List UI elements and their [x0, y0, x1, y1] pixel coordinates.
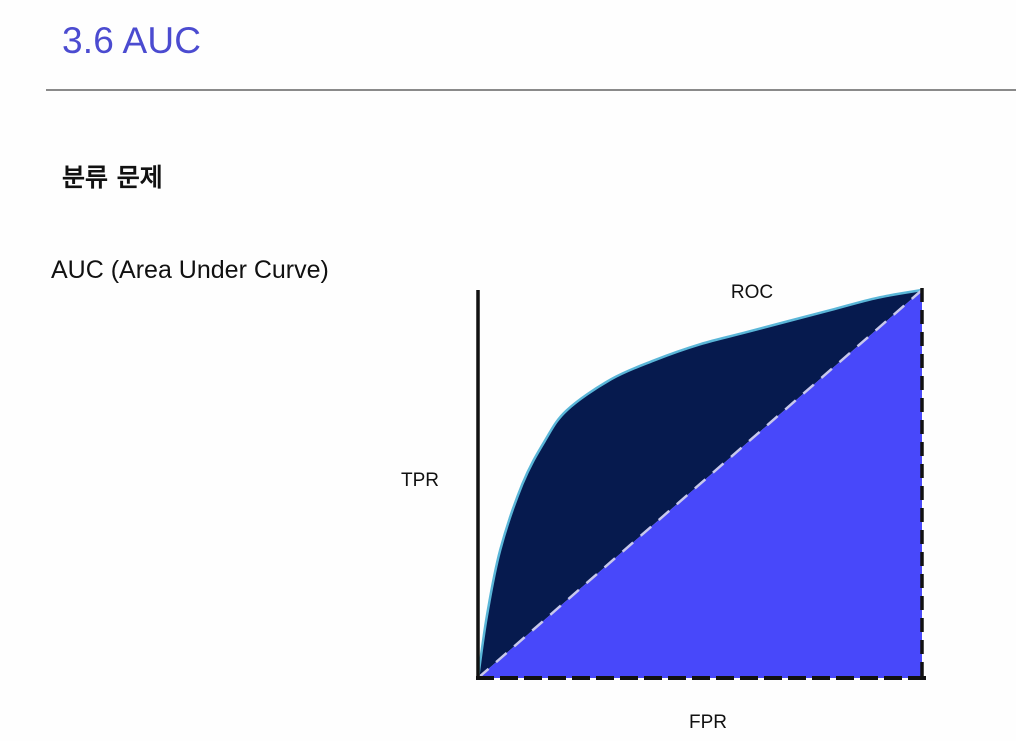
- roc-curve-line: [476, 288, 923, 679]
- title-divider: [46, 89, 1016, 91]
- slide-title: 3.6 AUC: [62, 20, 202, 61]
- y-axis-label: TPR: [401, 470, 439, 491]
- curve-label: ROC: [731, 282, 773, 303]
- section-heading: 분류 문제: [62, 163, 163, 192]
- diagonal-line: [477, 289, 923, 679]
- x-axis-label: FPR: [689, 712, 727, 733]
- auc-label: AUC (Area Under Curve): [51, 256, 329, 284]
